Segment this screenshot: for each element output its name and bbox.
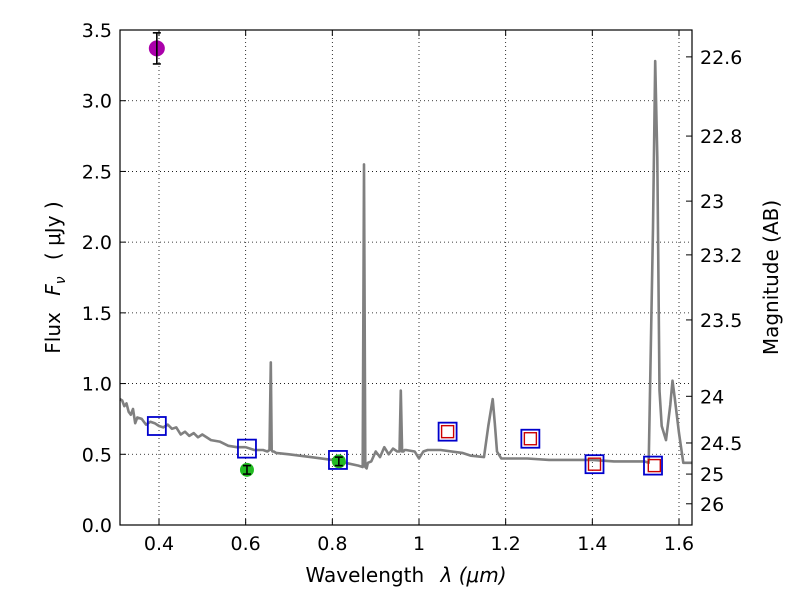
model-photometry-square [146, 416, 167, 436]
x-tick-label: 0.8 [317, 533, 347, 555]
sed-line [119, 59, 692, 470]
y-tick-label: 2.0 [82, 232, 112, 254]
y2-tick-label: 24.5 [700, 433, 742, 455]
y2-tick-label: 22.6 [700, 47, 742, 69]
plot-frame [119, 29, 693, 526]
observed-photometry-square [647, 458, 661, 473]
y-tick-label: 3.0 [82, 91, 112, 113]
y2-axis-label: Magnitude (AB) [759, 200, 783, 355]
x-tick-label: 0.6 [231, 533, 261, 555]
y2-tick-label: 23.5 [700, 310, 742, 332]
x-axis-label: Wavelength λ (μm) [305, 563, 506, 587]
model-photometry-square [520, 428, 541, 449]
x-tick-label: 1.4 [577, 533, 607, 555]
model-photometry-square [643, 455, 663, 476]
y-tick-label: 2.5 [82, 161, 112, 183]
model-photometry-square [237, 438, 257, 459]
observed-photometry-square [587, 457, 602, 471]
sed-curve-layer [119, 59, 692, 470]
axis-ticks: 0.4 0.6 0.8 1 1.2 1.4 1.6 0.0 0.5 1.0 1.5 2.0 2.5 3.0… [82, 20, 743, 555]
y-tick-label: 0.5 [82, 444, 112, 466]
model-photometry-square [584, 454, 605, 475]
x-tick-label: 1.6 [664, 533, 694, 555]
y-tick-label: 1.0 [82, 374, 112, 396]
markers-layer [146, 32, 663, 477]
observed-photometry-square [440, 424, 455, 439]
y-axis-label: Flux Fν ( μJy ) [41, 201, 70, 353]
model-photometry-square [437, 421, 458, 442]
y2-tick-label: 23.2 [700, 245, 742, 267]
model-photometry-square [328, 450, 348, 470]
x-tick-label: 0.4 [144, 533, 174, 555]
y-tick-label: 1.5 [82, 303, 112, 325]
y2-tick-label: 23 [700, 191, 724, 213]
y-tick-label: 3.5 [82, 20, 112, 42]
y2-tick-label: 22.8 [700, 126, 742, 148]
y2-tick-label: 26 [700, 494, 724, 516]
observed-photometry-square [523, 432, 538, 446]
y2-tick-label: 24 [700, 386, 724, 408]
x-tick-label: 1 [413, 533, 425, 555]
x-tick-label: 1.2 [491, 533, 521, 555]
y2-tick-label: 25 [700, 464, 724, 486]
plot-area [120, 30, 692, 525]
y-tick-label: 0.0 [82, 515, 112, 537]
